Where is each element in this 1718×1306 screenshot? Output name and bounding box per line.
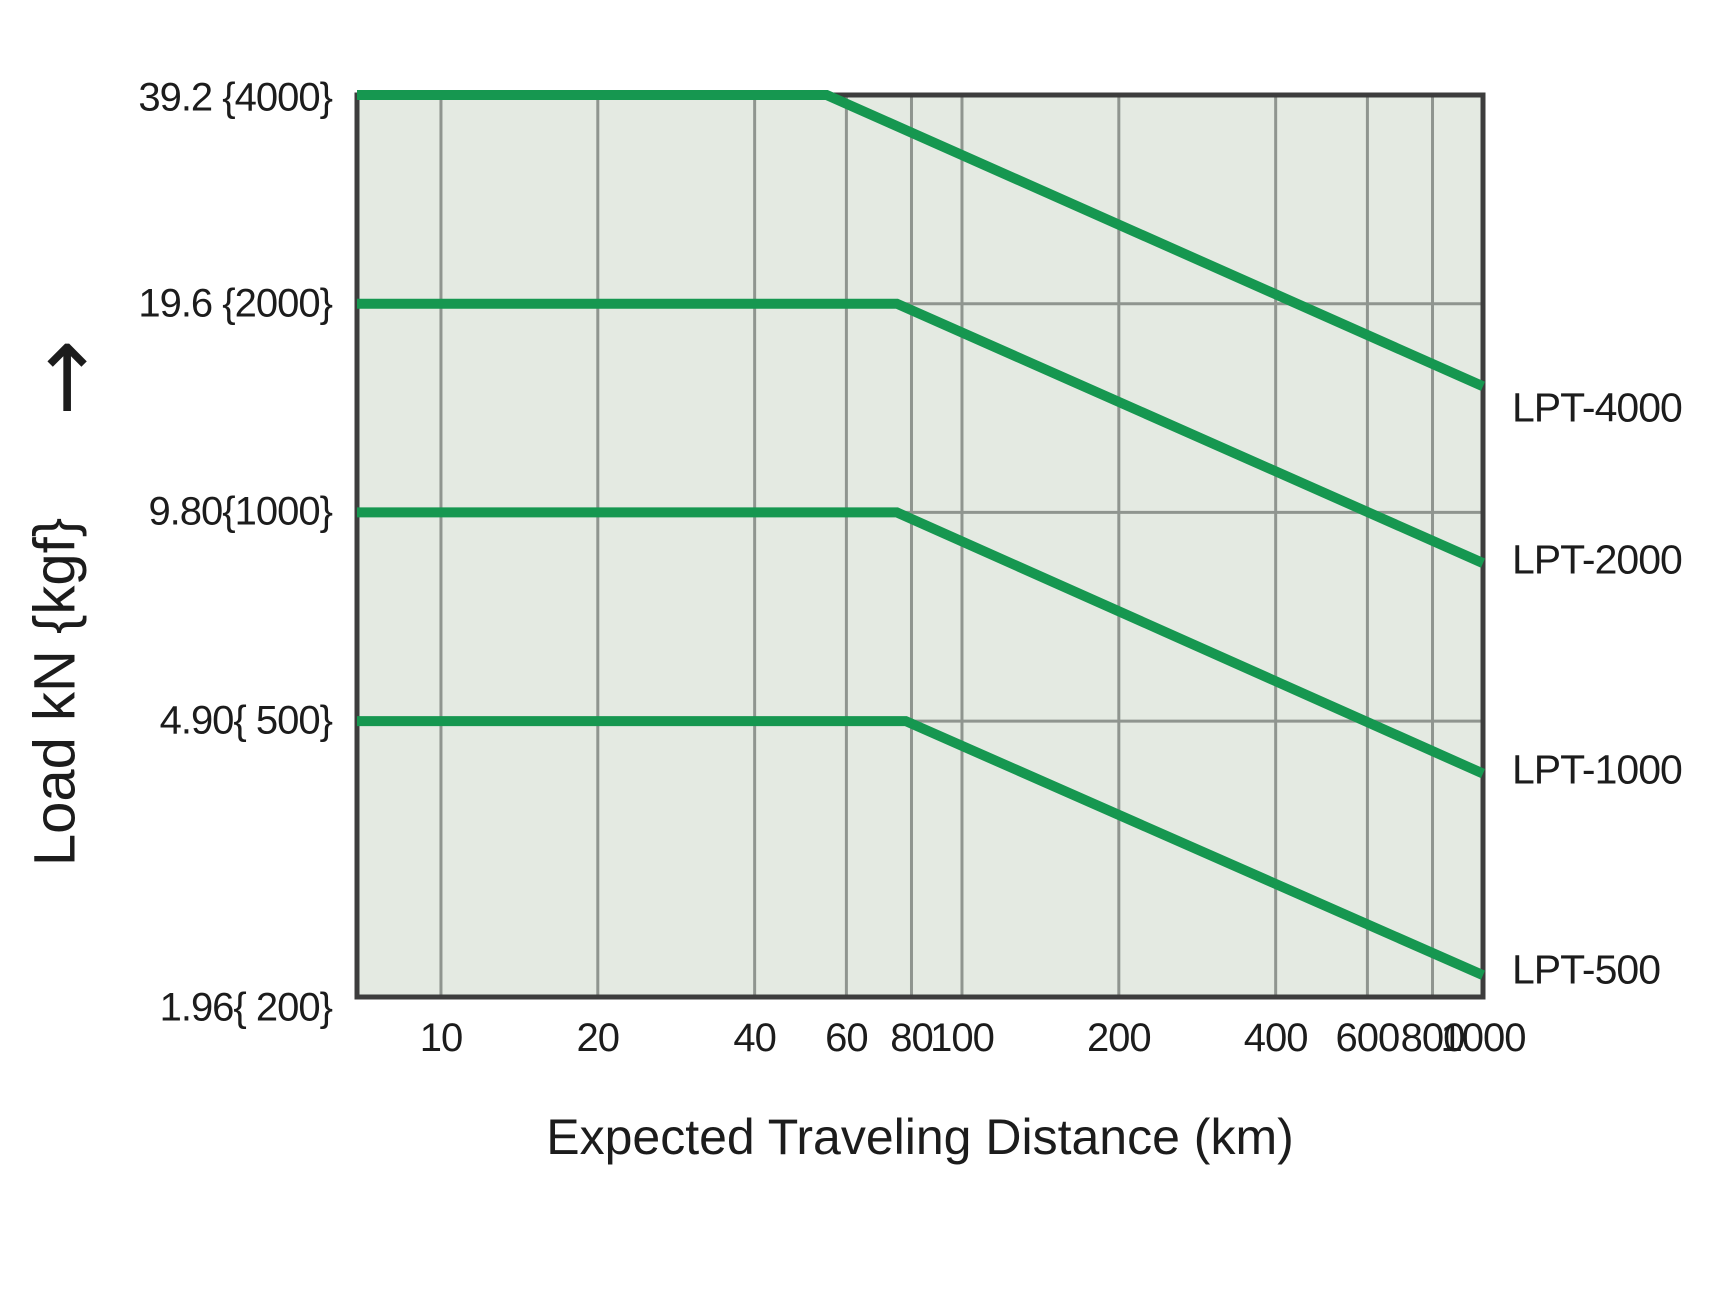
- series-line-lpt-500: [357, 716, 1486, 980]
- series-line-lpt-4000: [357, 90, 1486, 391]
- y-axis-title: Load kN {kgf}: [22, 517, 88, 867]
- series-line-lpt-2000: [357, 298, 1486, 568]
- series-line-lpt-1000: [357, 507, 1486, 779]
- x-axis-title: Expected Traveling Distance (km): [546, 1109, 1294, 1165]
- plot-border: [354, 92, 1486, 1000]
- up-arrow-icon: ↑: [28, 326, 106, 433]
- plot-background: [357, 95, 1483, 997]
